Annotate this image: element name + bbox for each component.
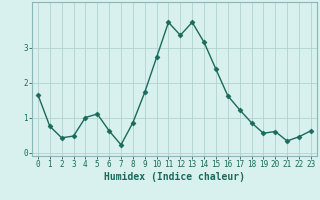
X-axis label: Humidex (Indice chaleur): Humidex (Indice chaleur): [104, 172, 245, 182]
